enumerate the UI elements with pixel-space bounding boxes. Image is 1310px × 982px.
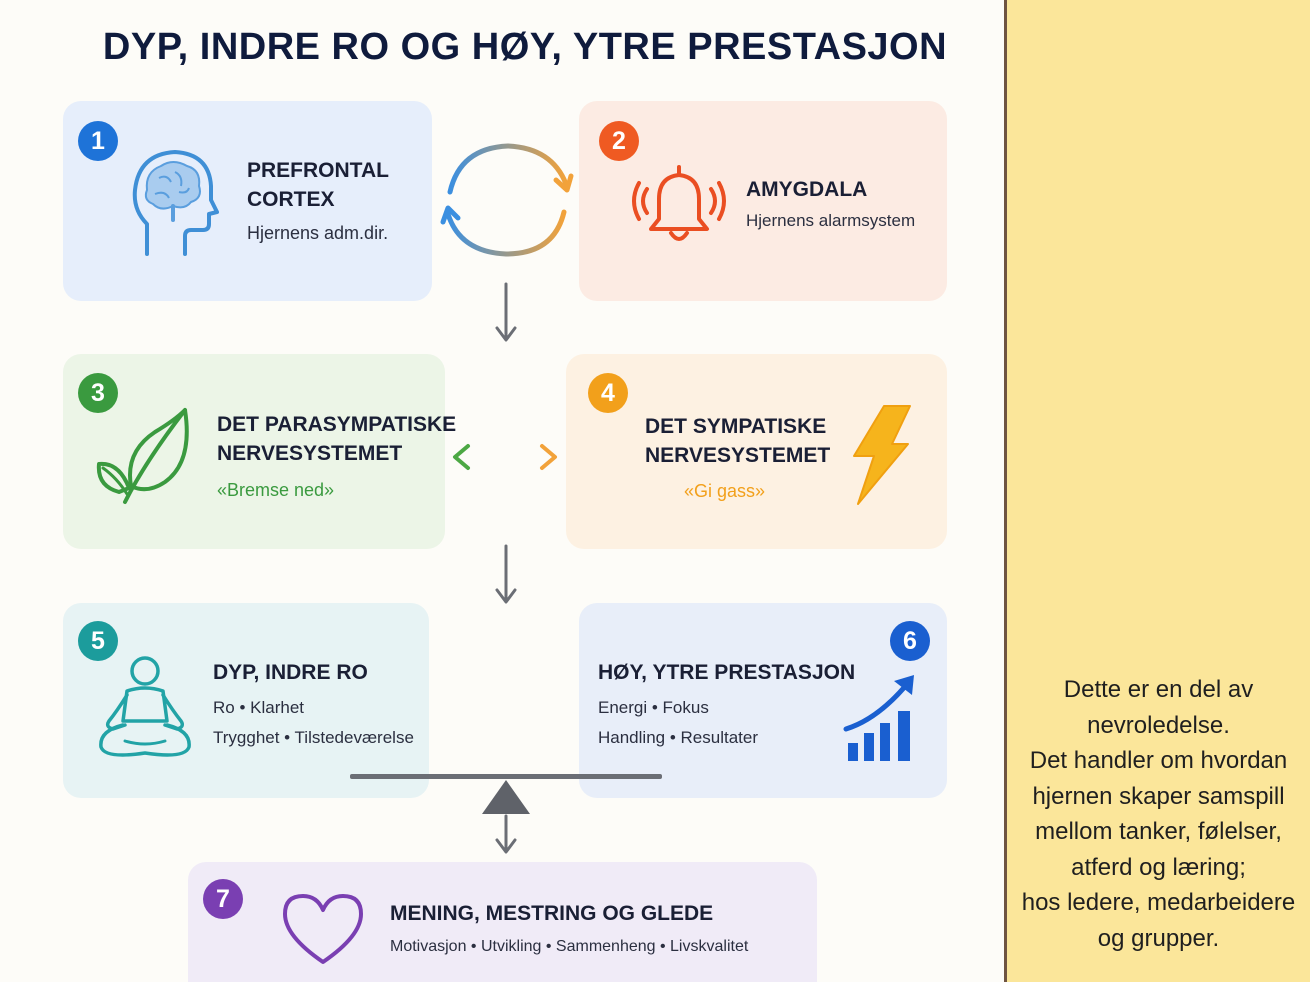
badge-4: 4 (588, 373, 628, 413)
heart-icon (283, 894, 363, 964)
badge-5: 5 (78, 621, 118, 661)
card-1-heading-line1: PREFRONTAL (247, 159, 389, 182)
card-7-heading: MENING, MESTRING OG GLEDE (390, 902, 714, 925)
seesaw-icon (350, 774, 662, 854)
growth-chart-icon (843, 675, 914, 761)
card-3-heading-line1: DET PARASYMPATISKE (217, 413, 457, 436)
diagram-panel: DYP, INDRE RO OG HØY, YTRE PRESTASJON 1 … (63, 26, 947, 982)
card-4-heading-line2: NERVESYSTEMET (645, 444, 831, 467)
card-1-heading-line2: CORTEX (247, 188, 335, 211)
card-5-line1: Ro • Klarhet (213, 698, 304, 717)
card-4-subtitle: «Gi gass» (684, 481, 766, 501)
side-note-line: og grupper. (1097, 924, 1220, 952)
down-arrow-icon (495, 282, 517, 342)
card-3-heading-line2: NERVESYSTEMET (217, 442, 403, 465)
leaf-icon (96, 408, 189, 504)
card-6-line2: Handling • Resultater (598, 728, 758, 747)
badge-7: 7 (203, 879, 243, 919)
panel-divider (1004, 0, 1007, 982)
badge-2: 2 (599, 121, 639, 161)
card-6-heading: HØY, YTRE PRESTASJON (598, 661, 856, 684)
card-outer-performance: 6 HØY, YTRE PRESTASJON Energi • Fokus Ha… (579, 603, 947, 798)
down-arrow-icon (495, 544, 517, 604)
cycle-arrows-icon (440, 143, 574, 257)
side-note-panel: Dette er en del av nevroledelse. Det han… (1007, 0, 1310, 982)
card-3-subtitle: «Bremse ned» (217, 480, 335, 500)
card-5-heading: DYP, INDRE RO (213, 661, 368, 684)
card-2-heading: AMYGDALA (746, 178, 868, 201)
card-amygdala: 2 AMYGDALA Hjernens alarmsystem (579, 101, 947, 301)
badge-6: 6 (890, 621, 930, 661)
side-note-line: Det handler om hvordan (1029, 747, 1288, 774)
lightning-icon (853, 405, 911, 505)
card-meaning: 7 MENING, MESTRING OG GLEDE Motivasjon •… (188, 862, 817, 982)
side-note-line: hjernen skaper samspill (1032, 782, 1285, 810)
side-note-line: nevroledelse. (1087, 711, 1230, 739)
card-1-subtitle: Hjernens adm.dir. (247, 223, 389, 243)
card-6-line1: Energi • Fokus (598, 698, 709, 717)
card-prefrontal-cortex: 1 PREFRONTAL CORTEX Hjernens adm.dir. (63, 101, 432, 301)
meditation-icon (99, 656, 191, 757)
side-note-line: hos ledere, medarbeidere (1021, 889, 1296, 916)
brain-head-icon (132, 150, 219, 256)
card-inner-calm: 5 DYP, INDRE RO Ro • Klarhet Trygghet • … (63, 603, 429, 798)
card-sympathetic: 4 DET SYMPATISKE NERVESYSTEMET «Gi gass» (566, 354, 947, 549)
side-note-line: Dette er en del av (1063, 676, 1254, 703)
badge-1: 1 (78, 121, 118, 161)
card-5-line2: Trygghet • Tilstedeværelse (213, 728, 414, 747)
double-arrow-icon (453, 444, 557, 470)
diagram-title: DYP, INDRE RO OG HØY, YTRE PRESTASJON (102, 26, 948, 68)
card-4-heading-line1: DET SYMPATISKE (645, 415, 827, 438)
card-2-subtitle: Hjernens alarmsystem (746, 211, 916, 230)
side-note-line: atferd og læring; (1071, 853, 1246, 881)
side-note-line: mellom tanker, følelser, (1035, 818, 1282, 845)
alarm-bell-icon (632, 165, 726, 241)
card-parasympathetic: 3 DET PARASYMPATISKE NERVESYSTEMET «Brem… (63, 354, 456, 549)
card-7-line1: Motivasjon • Utvikling • Sammenheng • Li… (390, 938, 749, 955)
badge-3: 3 (78, 373, 118, 413)
side-note-text: Dette er en del av nevroledelse. Det han… (1007, 672, 1310, 956)
